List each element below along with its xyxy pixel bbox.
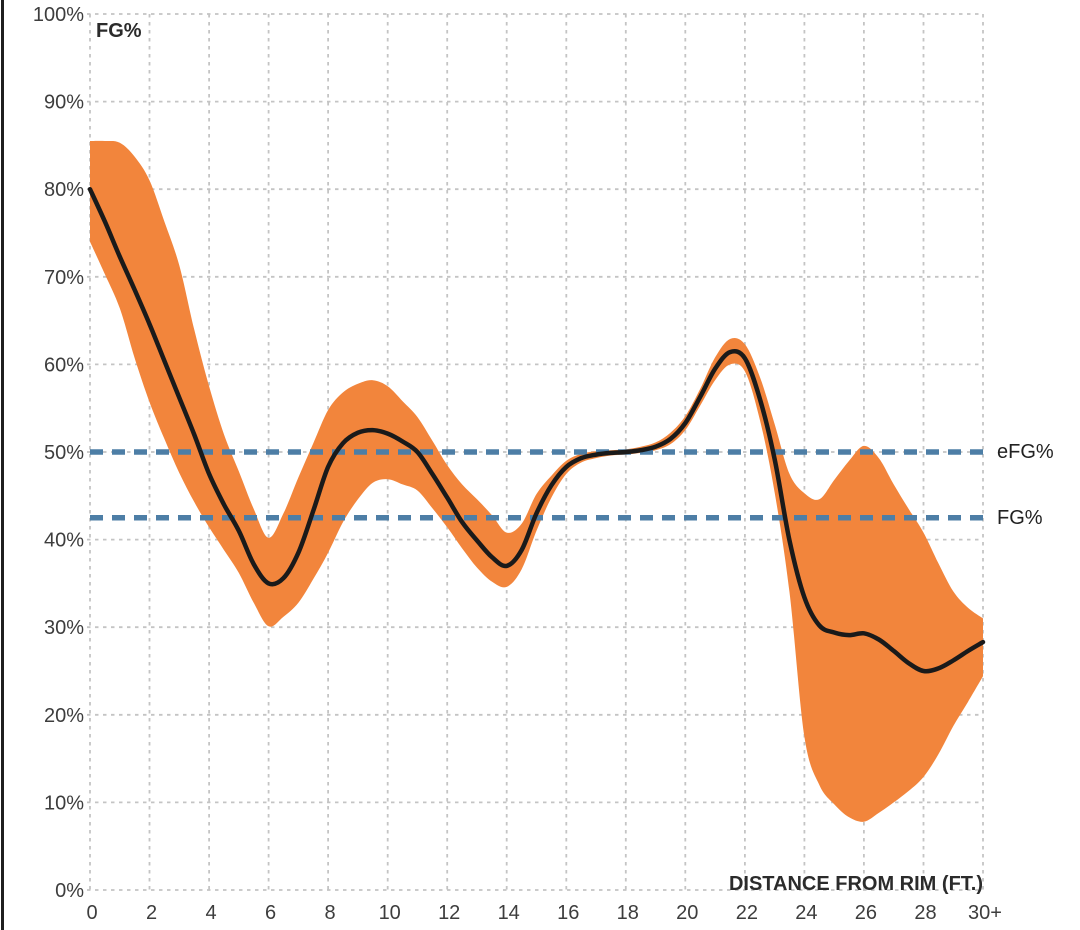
y-tick-label: 30%: [44, 617, 84, 639]
y-tick-label: 100%: [33, 4, 84, 26]
x-tick-label: 26: [855, 902, 877, 924]
x-tick-label: 22: [736, 902, 758, 924]
efg-reference-label: eFG%: [997, 441, 1054, 463]
y-tick-label: 60%: [44, 354, 84, 376]
y-axis-spine: [1, 0, 4, 930]
x-tick-label: 16: [557, 902, 579, 924]
y-tick-label: 70%: [44, 267, 84, 289]
x-tick-label: 30+: [968, 902, 1002, 924]
x-tick-label: 2: [146, 902, 157, 924]
fg-distance-line: [87, 186, 986, 674]
y-tick-label: 10%: [44, 792, 84, 814]
y-tick-label: 80%: [44, 179, 84, 201]
x-tick-label: 24: [795, 902, 817, 924]
x-tick-label: 6: [265, 902, 276, 924]
y-tick-label: 90%: [44, 92, 84, 114]
y-tick-label: 50%: [44, 442, 84, 464]
y-axis-title: FG%: [96, 20, 142, 42]
fg-reference-label: FG%: [997, 507, 1043, 529]
x-tick-label: 14: [498, 902, 520, 924]
x-tick-label: 28: [914, 902, 936, 924]
y-tick-label: 40%: [44, 530, 84, 552]
x-tick-label: 8: [325, 902, 336, 924]
x-tick-label: 12: [438, 902, 460, 924]
x-tick-label: 18: [617, 902, 639, 924]
y-tick-label: 20%: [44, 705, 84, 727]
x-tick-label: 10: [379, 902, 401, 924]
confidence-band: [90, 140, 983, 822]
x-tick-label: 4: [206, 902, 217, 924]
x-axis-title: DISTANCE FROM RIM (FT.): [728, 873, 983, 895]
x-tick-label: 0: [86, 902, 97, 924]
x-tick-label: 20: [676, 902, 698, 924]
y-tick-label: 0%: [55, 880, 84, 902]
